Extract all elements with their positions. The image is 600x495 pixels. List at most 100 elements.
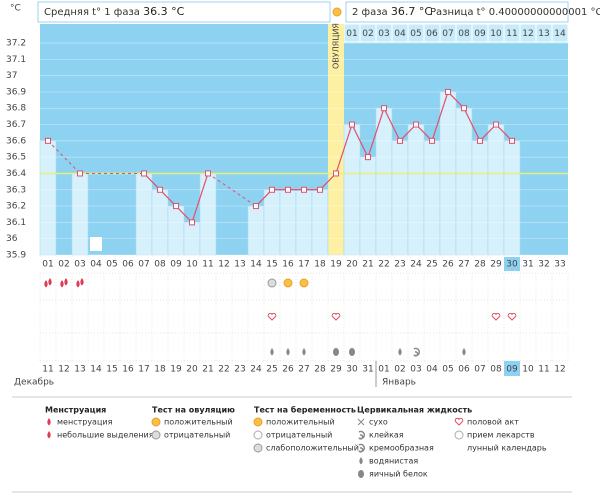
x-tick-label: 15: [266, 260, 277, 270]
x-tick-label: 16: [282, 260, 294, 270]
x-tick-label: 07: [138, 260, 149, 270]
date-label: 17: [138, 365, 149, 375]
date-label: 25: [266, 365, 277, 375]
curl-icon: [413, 347, 421, 357]
y-tick-label: 36.4: [6, 169, 26, 179]
phase2-label: 2 фаза: [352, 7, 388, 18]
date-label: 12: [58, 365, 69, 375]
menstruation-marker: [44, 278, 52, 288]
drop-icon: [302, 348, 306, 356]
legend-title: Цервикальная жидкость: [357, 406, 472, 415]
x-tick-label: 19: [330, 260, 342, 270]
legend-icon: [47, 418, 51, 426]
point: [333, 170, 339, 177]
x-tick-label: 33: [554, 260, 565, 270]
point: [349, 121, 355, 128]
legend-item: яичный белок: [369, 470, 428, 479]
legend-icon: [357, 418, 365, 426]
curl-icon: [358, 443, 366, 453]
x-tick-label: 06: [122, 260, 134, 270]
legend-icon: [253, 430, 263, 440]
date-label: 14: [90, 365, 102, 375]
phase2-day: 14: [554, 29, 566, 39]
drop-icon: [462, 348, 466, 356]
legend-title: Менструация: [45, 406, 106, 415]
x-tick-label: 30: [506, 260, 518, 270]
date-label: 24: [250, 365, 262, 375]
egg-icon: [358, 470, 364, 478]
sun-icon: [332, 7, 342, 17]
fluid-creamy-marker: [413, 347, 421, 357]
legend-icon: [47, 431, 51, 439]
egg-icon: [349, 348, 355, 356]
legend-item: сухо: [369, 418, 388, 427]
phase1-header: Средняя t° 1 фаза 36.3 °C: [44, 5, 185, 18]
egg-icon: [333, 348, 339, 356]
phase2-day: 11: [506, 29, 517, 39]
date-label: 15: [106, 365, 117, 375]
date-label: 06: [458, 365, 470, 375]
point: [173, 203, 179, 210]
date-label: 21: [202, 365, 213, 375]
x-tick-label: 25: [426, 260, 437, 270]
bar: [71, 173, 89, 256]
legend-item: небольшие выделения: [57, 431, 154, 440]
x-tick-label: 08: [154, 260, 166, 270]
y-tick-label: 37: [6, 71, 17, 81]
sun-icon: [151, 417, 161, 427]
legend-icon: [151, 417, 161, 427]
date-label: 19: [170, 365, 182, 375]
phase2-day: 04: [394, 29, 406, 39]
drop-icon: [44, 280, 48, 288]
phase1-value: 36.3 °C: [143, 5, 184, 18]
date-label: 12: [554, 365, 565, 375]
x-tick-label: 22: [378, 260, 389, 270]
y-tick-label: 36.8: [6, 104, 26, 114]
y-tick-label: 35.9: [6, 251, 26, 261]
date-label: 16: [122, 365, 134, 375]
phase2-day: 06: [426, 29, 438, 39]
point: [269, 186, 275, 193]
phase2-value: 36.7 °C: [391, 5, 432, 18]
legend-title: Тест на беременность: [254, 405, 356, 415]
legend-item: слабоположительный: [266, 444, 359, 453]
x-tick-label: 03: [74, 260, 85, 270]
point: [141, 170, 147, 177]
legend-icon: [358, 470, 364, 478]
heart-icon: [454, 417, 464, 426]
menstruation-marker: [76, 278, 84, 288]
highlight-cell: [504, 257, 520, 271]
point: [253, 203, 259, 210]
phase2-day: 03: [378, 29, 389, 39]
point: [493, 121, 499, 128]
phase2-day: 09: [474, 29, 486, 39]
x-tick-label: 26: [442, 260, 454, 270]
date-label: 11: [42, 365, 53, 375]
point: [461, 105, 467, 112]
date-label: 11: [538, 365, 549, 375]
legend-icon: [358, 430, 366, 440]
x-tick-label: 04: [90, 260, 102, 270]
fluid-watery-marker: [270, 348, 274, 356]
drop-icon: [398, 348, 402, 356]
legend-item: положительный: [266, 418, 335, 427]
phase2-box: [345, 1, 569, 23]
legend-item: отрицательный: [266, 431, 332, 440]
curl-icon: [358, 430, 366, 440]
drop-icon: [76, 280, 80, 288]
y-tick-label: 36.3: [6, 185, 26, 195]
bar: [39, 140, 57, 256]
date-label: 07: [474, 365, 485, 375]
drop-icon: [286, 348, 290, 356]
white-icon: [454, 430, 464, 440]
legend-icon: [454, 417, 464, 426]
phase2-day: 05: [410, 29, 421, 39]
phase2-day: 01: [346, 29, 357, 39]
drop-icon: [270, 348, 274, 356]
date-label: 26: [282, 365, 294, 375]
y-unit: °C: [10, 4, 21, 14]
heart-icon: [267, 312, 277, 321]
date-label: 01: [378, 365, 389, 375]
intercourse-marker: [331, 312, 341, 321]
drop-icon: [60, 280, 64, 288]
